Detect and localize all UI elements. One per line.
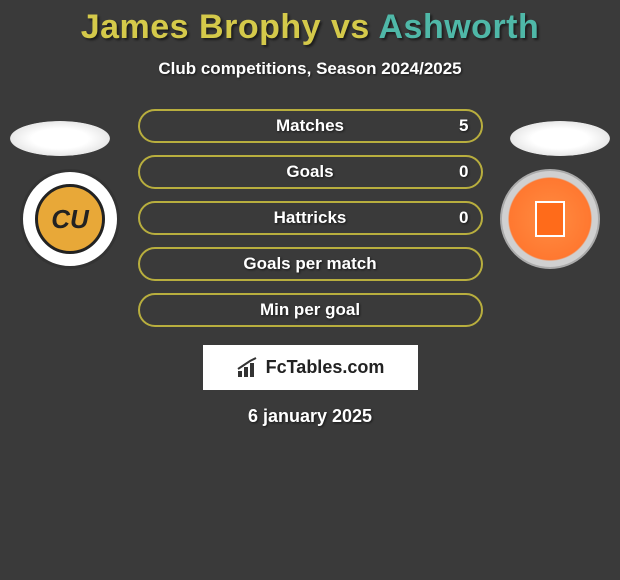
page-title: James Brophy vs Ashworth — [0, 0, 620, 47]
club1-logo: CU — [20, 169, 120, 269]
comparison-content: CU Matches 5 Goals 0 Hattricks 0 Goals p… — [0, 109, 620, 427]
stat-p2: 0 — [459, 162, 468, 182]
vs-text: vs — [321, 8, 378, 46]
club2-logo — [500, 169, 600, 269]
stat-label: Min per goal — [260, 300, 360, 320]
stat-label: Hattricks — [274, 208, 347, 228]
stat-label: Goals — [286, 162, 333, 182]
chart-icon — [236, 357, 262, 379]
stat-label: Goals per match — [243, 254, 376, 274]
player1-photo — [10, 121, 110, 156]
player2-name: Ashworth — [379, 8, 540, 46]
subtitle: Club competitions, Season 2024/2025 — [0, 59, 620, 79]
player2-photo — [510, 121, 610, 156]
stat-rows: Matches 5 Goals 0 Hattricks 0 Goals per … — [138, 109, 483, 327]
stat-label: Matches — [276, 116, 344, 136]
stat-row-gpm: Goals per match — [138, 247, 483, 281]
stat-row-goals: Goals 0 — [138, 155, 483, 189]
brand-badge: FcTables.com — [203, 345, 418, 390]
player1-name: James Brophy — [81, 8, 321, 46]
stat-row-matches: Matches 5 — [138, 109, 483, 143]
club2-crest — [535, 201, 565, 237]
club1-initials: CU — [35, 184, 105, 254]
stat-row-hattricks: Hattricks 0 — [138, 201, 483, 235]
footer-date: 6 january 2025 — [0, 406, 620, 427]
stat-p2: 5 — [459, 116, 468, 136]
stat-row-mpg: Min per goal — [138, 293, 483, 327]
brand-text: FcTables.com — [266, 357, 385, 378]
stat-p2: 0 — [459, 208, 468, 228]
